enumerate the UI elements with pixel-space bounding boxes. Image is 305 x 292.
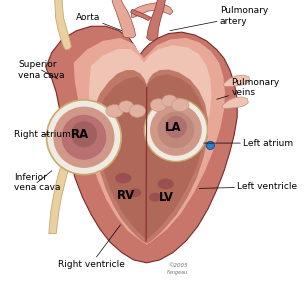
Ellipse shape — [129, 188, 142, 197]
Ellipse shape — [149, 193, 162, 201]
Polygon shape — [55, 0, 71, 50]
Circle shape — [165, 116, 187, 138]
Polygon shape — [131, 3, 173, 18]
Circle shape — [53, 107, 115, 168]
Text: LV: LV — [159, 191, 174, 204]
Polygon shape — [131, 9, 151, 20]
Circle shape — [150, 104, 202, 156]
Text: RA: RA — [71, 128, 90, 141]
Text: Inferior
vena cava: Inferior vena cava — [14, 171, 60, 192]
Text: Fangeau: Fangeau — [167, 270, 188, 274]
Ellipse shape — [115, 173, 131, 183]
Circle shape — [71, 121, 97, 147]
Ellipse shape — [106, 105, 123, 117]
Circle shape — [47, 100, 121, 175]
Text: Left ventricle: Left ventricle — [199, 182, 297, 191]
Circle shape — [206, 141, 214, 150]
Circle shape — [62, 115, 106, 160]
Polygon shape — [95, 74, 205, 239]
Polygon shape — [224, 75, 250, 87]
Polygon shape — [46, 26, 237, 263]
Text: Superior
vena cava: Superior vena cava — [18, 60, 65, 80]
Text: ©2005: ©2005 — [169, 263, 188, 268]
Ellipse shape — [171, 99, 189, 112]
Polygon shape — [147, 0, 166, 40]
Text: Left atrium: Left atrium — [204, 139, 293, 147]
Ellipse shape — [150, 99, 167, 112]
Ellipse shape — [129, 105, 145, 117]
Polygon shape — [112, 0, 136, 38]
Text: Pulmonary
veins: Pulmonary veins — [217, 78, 280, 99]
Ellipse shape — [157, 179, 174, 189]
Text: RV: RV — [117, 189, 135, 202]
Polygon shape — [92, 69, 208, 244]
Circle shape — [144, 98, 207, 161]
Polygon shape — [49, 160, 70, 234]
Ellipse shape — [119, 101, 134, 112]
Polygon shape — [222, 97, 248, 109]
Text: LA: LA — [165, 121, 181, 134]
Ellipse shape — [162, 95, 177, 107]
Text: Right ventricle: Right ventricle — [58, 225, 124, 269]
Polygon shape — [89, 45, 211, 228]
Text: Right atrium: Right atrium — [14, 130, 71, 139]
Text: Pulmonary
artery: Pulmonary artery — [170, 6, 268, 31]
Polygon shape — [74, 38, 225, 245]
Circle shape — [158, 112, 194, 148]
Text: Aorta: Aorta — [76, 13, 122, 31]
